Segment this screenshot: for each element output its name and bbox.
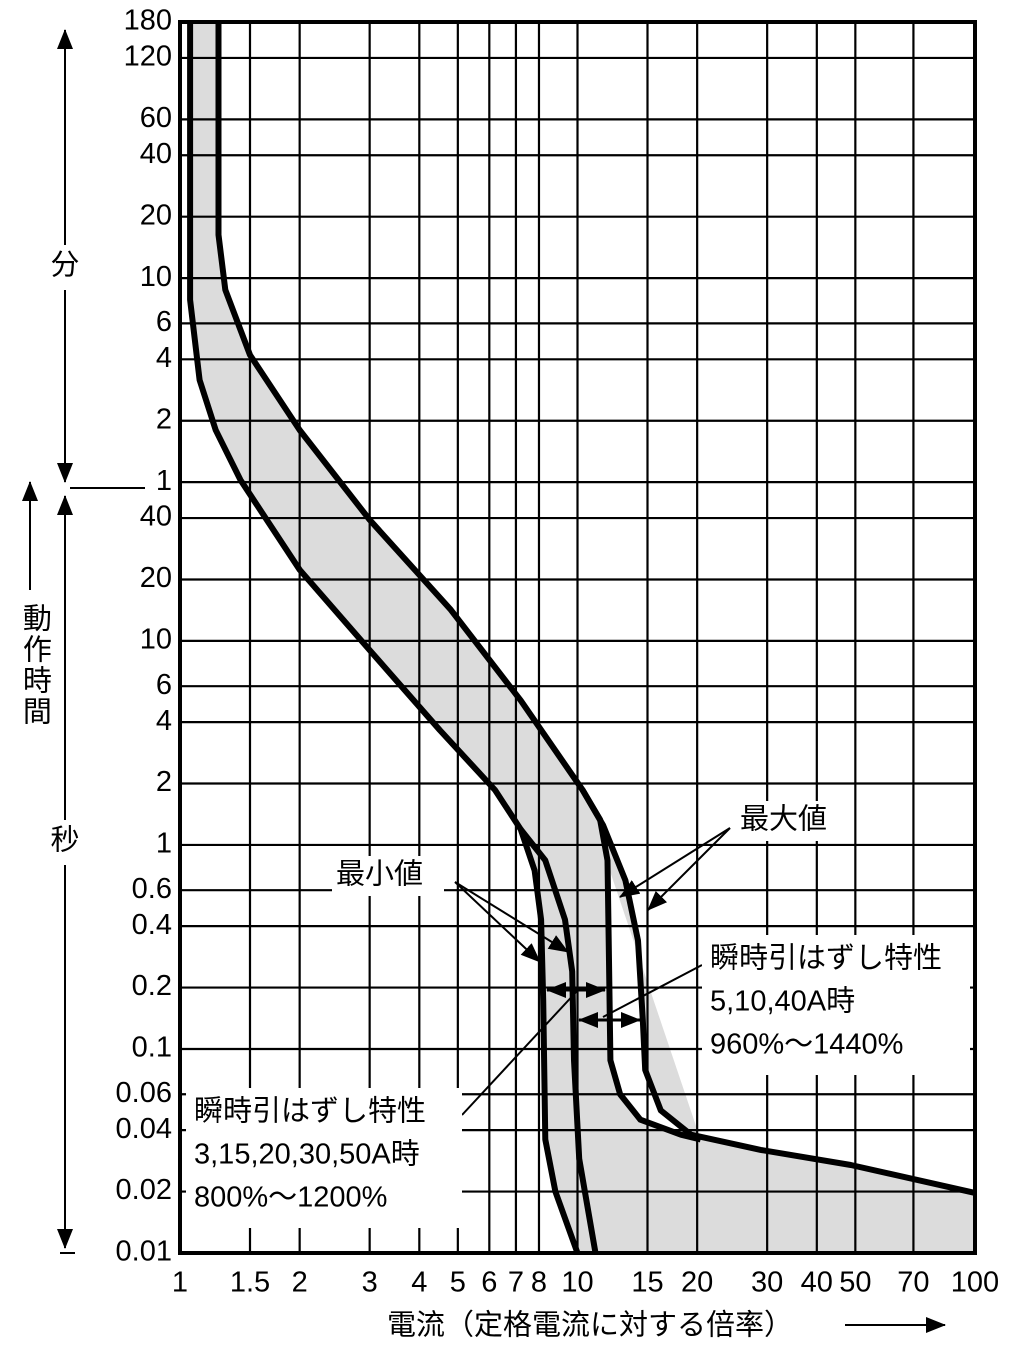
band-shade [190,22,975,1253]
y-tick-label: 40 [140,501,172,533]
pointer-arrow [619,827,731,898]
y-tick-label: 0.6 [132,873,172,905]
label-bg [332,856,444,896]
pointer-arrow [647,827,731,911]
note-text: 瞬時引はずし特性 [710,942,942,975]
annotation: 分 [50,250,79,282]
x-tick-label: 2 [292,1267,308,1299]
note-text: 800%～1200% [194,1182,387,1214]
y-tick-label: 6 [156,306,172,338]
x-tick-label: 100 [951,1267,999,1299]
note-text: 3,15,20,30,50A時 [194,1138,420,1171]
leader-line [461,989,579,1116]
x-tick-label: 30 [751,1267,783,1299]
x-tick-label: 5 [450,1267,466,1299]
y-tick-label: 0.2 [132,970,172,1002]
x-tick-label: 50 [839,1267,871,1299]
y-tick-label: 40 [140,138,172,170]
x-tick-label: 15 [631,1267,663,1299]
x-tick-label: 1.5 [230,1267,270,1299]
y-tick-label: 10 [140,624,172,656]
leader-line [602,964,703,1018]
label-bg [45,822,85,862]
note-bg [702,935,970,1075]
y-tick-label: 0.04 [116,1113,172,1145]
y-tick-label: 0.1 [132,1032,172,1064]
y-tick-label: 180 [124,5,172,37]
y-tick-label: 60 [140,102,172,134]
y-tick-label: 4 [156,705,172,737]
y-tick-label: 20 [140,199,172,231]
annotation: 最大値 [740,803,827,836]
x-tick-label: 20 [681,1267,713,1299]
note-text: 5,10,40A時 [710,985,855,1018]
x-tick-label: 70 [897,1267,929,1299]
y-tick-label: 0.06 [116,1077,172,1109]
y-tick-label: 0.4 [132,909,172,941]
note-text: 960%～1440% [710,1029,903,1061]
x-tick-label: 8 [531,1267,547,1299]
curve [187,22,581,1255]
note-text: 瞬時引はずし特性 [194,1095,426,1128]
curve [518,827,599,1254]
shade-layer [190,22,975,1253]
x-tick-label: 6 [481,1267,497,1299]
x-axis-label: 電流（定格電流に対する倍率） [387,1309,793,1342]
pointer-arrow [454,881,541,963]
y-tick-label: 0.02 [116,1174,172,1206]
curve [580,788,976,1196]
note-bg [186,1088,462,1228]
x-tick-label: 40 [801,1267,833,1299]
y-tick-label: 20 [140,562,172,594]
annotation: 最小値 [336,858,423,891]
y-tick-label: 1 [156,828,172,860]
y-tick-label: 6 [156,669,172,701]
annotation: 秒 [50,824,79,857]
label-bg [736,801,848,841]
curve [215,22,702,1143]
y-axis-label: 動作時間 [18,603,51,727]
y-tick-label: 10 [140,261,172,293]
label-bg [45,247,85,287]
y-tick-label: 2 [156,766,172,798]
line-layer [187,22,976,1255]
x-tick-label: 4 [411,1267,427,1299]
x-tick-label: 10 [561,1267,593,1299]
pointer-arrow [454,881,569,953]
x-tick-label: 7 [508,1267,524,1299]
y-tick-label: 120 [124,41,172,73]
x-tick-label: 1 [172,1267,188,1299]
x-tick-label: 3 [362,1267,378,1299]
y-tick-label: 1 [156,465,172,497]
y-tick-label: 0.01 [116,1236,172,1268]
y-tick-label: 4 [156,342,172,374]
y-tick-label: 2 [156,403,172,435]
